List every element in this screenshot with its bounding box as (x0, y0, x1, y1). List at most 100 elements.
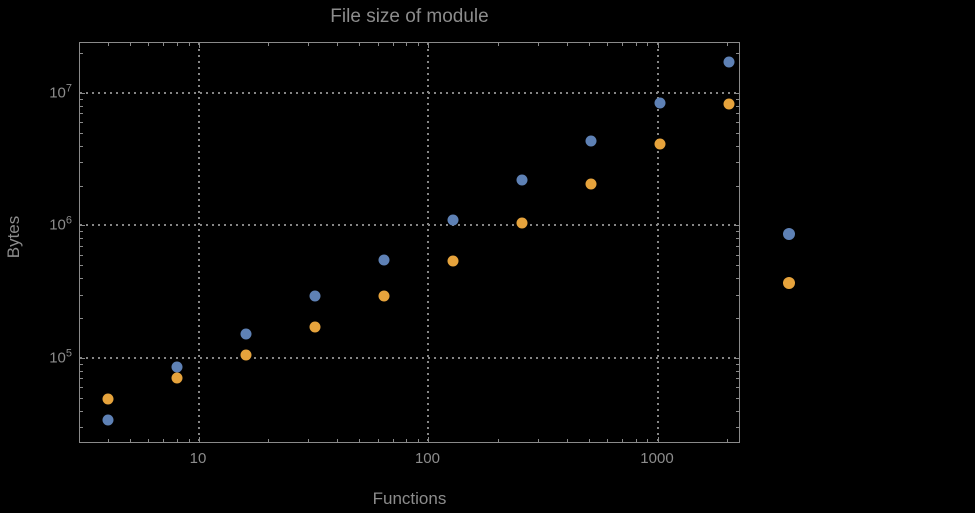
x-axis-tick (392, 439, 394, 442)
x-axis-tick-top (657, 43, 659, 48)
y-axis-tick (80, 254, 83, 256)
y-axis-tick (80, 318, 83, 320)
y-axis-tick (80, 378, 83, 380)
y-axis-tick-right (736, 363, 739, 365)
gridline-vertical (198, 43, 200, 442)
y-axis-tick-right (736, 98, 739, 100)
y-axis-tick-right (736, 370, 739, 372)
x-axis-tick-top (727, 43, 729, 46)
y-axis-tick-right (736, 238, 739, 240)
data-point-blue (378, 254, 390, 266)
x-axis-tick-label: 100 (414, 450, 440, 467)
x-axis-tick (359, 439, 361, 442)
y-axis-tick (80, 245, 83, 247)
y-axis-tick-right (736, 397, 739, 399)
data-point-blue (516, 174, 528, 186)
gridline-horizontal (80, 91, 739, 94)
x-axis-tick (163, 439, 165, 442)
y-axis-tick-right (736, 145, 739, 147)
x-axis-tick-top (406, 43, 408, 46)
data-point-orange (240, 349, 252, 361)
y-axis-tick-label: 106 (49, 214, 72, 234)
x-axis-tick (129, 439, 131, 442)
x-axis-tick (337, 439, 339, 442)
x-axis-tick-top (635, 43, 637, 46)
y-axis-tick (80, 397, 83, 399)
y-axis-tick-right (734, 225, 739, 227)
x-axis-tick (199, 437, 200, 442)
x-axis-tick-top (566, 43, 568, 46)
y-axis-tick (80, 122, 83, 124)
data-point-blue (309, 290, 321, 302)
y-axis-tick-label: 107 (49, 82, 72, 102)
y-axis-tick (80, 278, 83, 280)
y-axis-label: Bytes (4, 215, 23, 259)
x-axis-tick-top (188, 43, 190, 46)
x-axis-tick-top (163, 43, 165, 46)
y-axis-tick-right (734, 357, 739, 359)
y-axis-tick-right (736, 185, 739, 187)
data-point-orange (309, 321, 321, 333)
x-axis-tick (622, 439, 624, 442)
x-axis-tick-top (647, 43, 649, 46)
gridline-horizontal (80, 224, 739, 227)
x-axis-tick-top (359, 43, 361, 46)
legend-marker-orange (783, 277, 795, 289)
y-axis-tick (80, 162, 83, 164)
y-axis-tick (80, 231, 83, 233)
data-point-blue (585, 135, 597, 147)
y-axis-tick-right (736, 294, 739, 296)
chart-title: File size of module (330, 6, 489, 27)
x-axis-tick-top (148, 43, 150, 46)
y-axis-tick (80, 363, 83, 365)
x-axis-tick (635, 439, 637, 442)
x-axis-tick (107, 439, 109, 442)
x-axis-tick (566, 439, 568, 442)
x-axis-tick-label: 10 (189, 450, 207, 467)
x-axis-tick (406, 439, 408, 442)
y-axis-tick-right (736, 265, 739, 267)
x-axis-tick (588, 439, 590, 442)
x-axis-tick-top (176, 43, 178, 46)
y-axis-tick (80, 294, 83, 296)
x-axis-tick-top (622, 43, 624, 46)
y-axis-tick-right (736, 245, 739, 247)
data-point-blue (102, 414, 114, 426)
x-axis-tick (268, 439, 270, 442)
y-axis-tick-right (736, 105, 739, 107)
y-axis-tick-right (736, 231, 739, 233)
x-axis-tick-top (308, 43, 310, 46)
y-axis-tick-right (736, 427, 739, 429)
x-axis-tick-top (129, 43, 131, 46)
x-axis-tick-top (107, 43, 109, 46)
y-axis-tick-right (736, 387, 739, 389)
x-axis-tick-top (588, 43, 590, 46)
y-axis-tick (80, 265, 83, 267)
data-point-blue (240, 328, 252, 340)
x-axis-tick-top (497, 43, 499, 46)
data-point-blue (447, 214, 459, 226)
y-axis-tick (80, 105, 83, 107)
y-axis-tick (80, 92, 85, 94)
x-axis-tick-label: 1000 (640, 450, 674, 467)
y-axis-tick-right (736, 378, 739, 380)
y-axis-tick-right (736, 113, 739, 115)
y-axis-tick (80, 370, 83, 372)
y-axis-tick (80, 132, 83, 134)
data-point-orange (516, 217, 528, 229)
x-axis-tick (308, 439, 310, 442)
y-axis-tick-right (736, 132, 739, 134)
x-axis-tick-top (607, 43, 609, 46)
x-axis-tick-top (428, 43, 430, 48)
y-axis-tick-right (736, 318, 739, 320)
data-point-blue (171, 361, 183, 373)
x-axis-label: Functions (372, 489, 447, 508)
x-axis-tick (537, 439, 539, 442)
x-axis-tick (148, 439, 150, 442)
y-axis-tick-right (736, 162, 739, 164)
x-axis-tick (657, 437, 659, 442)
x-axis-tick (497, 439, 499, 442)
y-axis-tick-right (734, 92, 739, 94)
y-axis-tick (80, 225, 85, 227)
x-axis-tick (188, 439, 190, 442)
